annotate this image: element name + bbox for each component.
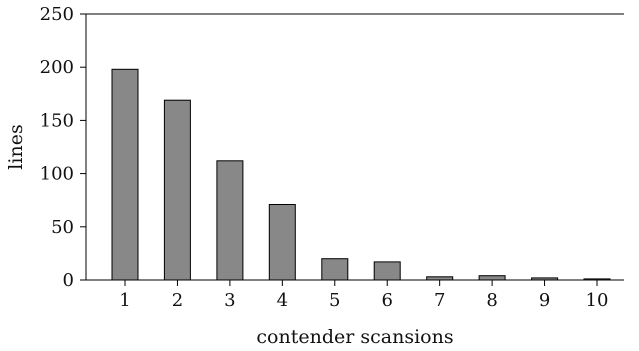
y-tick-label-200: 200 [40,57,74,78]
y-tick-label-150: 150 [40,110,74,131]
bar-2 [164,100,190,280]
y-tick-label-50: 50 [51,217,74,238]
bars-layer [112,69,610,280]
y-axis-title: lines [5,124,27,169]
x-tick-label-4: 4 [277,290,288,311]
bar-6 [374,262,400,280]
bar-5 [322,259,348,280]
y-tick-label-100: 100 [40,164,74,185]
bar-4 [269,205,295,281]
y-tick-label-0: 0 [63,270,74,291]
bar-1 [112,69,138,280]
y-tick-label-250: 250 [40,4,74,25]
x-tick-label-9: 9 [539,290,550,311]
x-tick-label-3: 3 [224,290,235,311]
bar-3 [217,161,243,280]
x-tick-label-1: 1 [119,290,130,311]
bar-8 [479,276,505,280]
x-axis-title: contender scansions [256,326,453,348]
x-tick-label-2: 2 [172,290,183,311]
x-tick-label-5: 5 [329,290,340,311]
x-tick-label-10: 10 [586,290,609,311]
x-tick-label-7: 7 [434,290,445,311]
x-tick-label-6: 6 [381,290,392,311]
x-tick-label-8: 8 [486,290,497,311]
